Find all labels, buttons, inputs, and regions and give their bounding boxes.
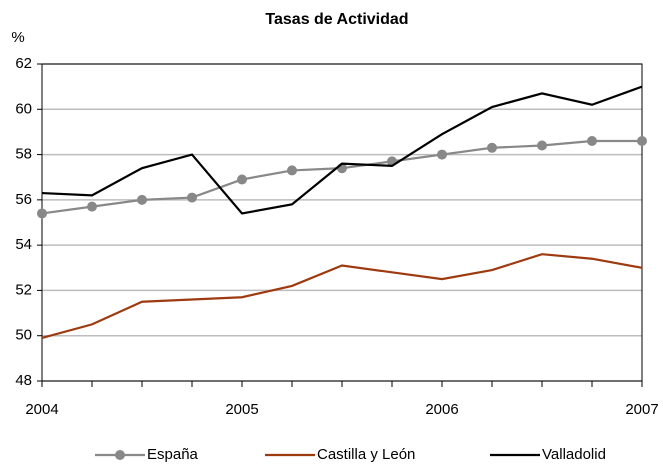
- legend-marker: [115, 450, 125, 460]
- y-tick-label: 60: [15, 100, 32, 117]
- point: [287, 165, 297, 176]
- y-tick-label: 54: [15, 236, 32, 253]
- point: [437, 149, 447, 160]
- y-tick-label: 58: [15, 146, 32, 163]
- point: [87, 201, 97, 212]
- point: [137, 194, 147, 205]
- x-tick-label: 2007: [625, 401, 658, 418]
- y-axis-label: %: [11, 29, 24, 46]
- point: [637, 135, 647, 146]
- point: [237, 174, 247, 185]
- legend-label: Castilla y León: [317, 446, 415, 463]
- point: [487, 142, 497, 153]
- x-tick-label: 2005: [225, 401, 258, 418]
- point: [37, 208, 47, 219]
- y-tick-label: 52: [15, 281, 32, 298]
- x-tick-label: 2006: [425, 401, 458, 418]
- series-line: [41, 85, 643, 215]
- point: [537, 140, 547, 151]
- y-tick-label: 48: [15, 372, 32, 389]
- point: [187, 192, 197, 203]
- y-tick-label: 56: [15, 191, 32, 208]
- y-tick-label: 62: [15, 55, 32, 72]
- series-line: [41, 253, 643, 340]
- chart-title: Tasas de Actividad: [265, 11, 408, 28]
- y-tick-label: 50: [15, 327, 32, 344]
- x-tick-label: 2004: [25, 401, 58, 418]
- legend-label: España: [147, 446, 199, 463]
- point: [587, 135, 597, 146]
- plot-frame: [41, 63, 643, 382]
- series-line: [41, 139, 642, 215]
- legend-label: Valladolid: [542, 446, 606, 463]
